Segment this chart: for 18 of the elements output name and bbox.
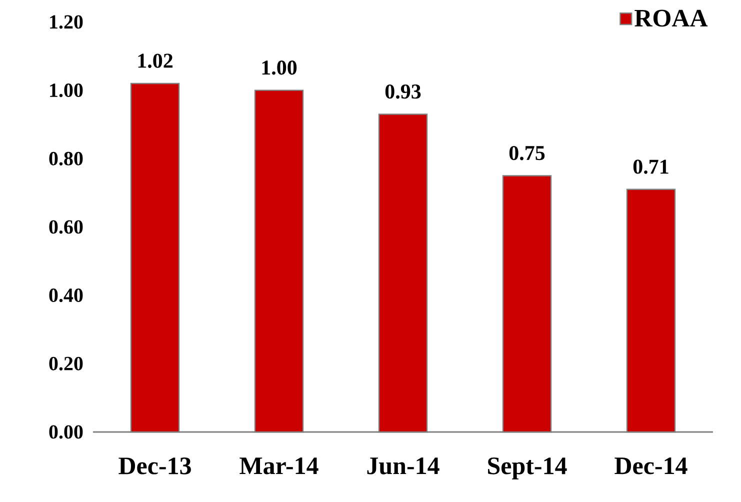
text: 0.75 [509, 146, 545, 160]
x-tick-label: Jun-14 [367, 458, 440, 474]
y-tick-label: 0.40 [49, 288, 83, 302]
x-tick-label: Dec-14 [614, 458, 688, 474]
y-tick-label: 0.60 [49, 220, 83, 234]
text: 0.93 [385, 84, 421, 99]
text: 1.00 [262, 60, 297, 75]
x-tick-label: Sept-14 [488, 458, 567, 480]
y-tick-label: 0.00 [49, 425, 83, 439]
y-tick-label: 1.00 [50, 84, 83, 98]
x-tick-label: Mar-14 [240, 458, 318, 474]
text: 1.02 [138, 54, 172, 68]
x-tick-label: Dec-13 [118, 458, 191, 474]
y-tick-label: 1.20 [50, 15, 83, 29]
text: 0.71 [633, 160, 668, 174]
legend-label: ROAA [634, 10, 708, 27]
y-tick-label: 0.80 [49, 152, 83, 166]
y-tick-label: 0.20 [49, 356, 83, 370]
